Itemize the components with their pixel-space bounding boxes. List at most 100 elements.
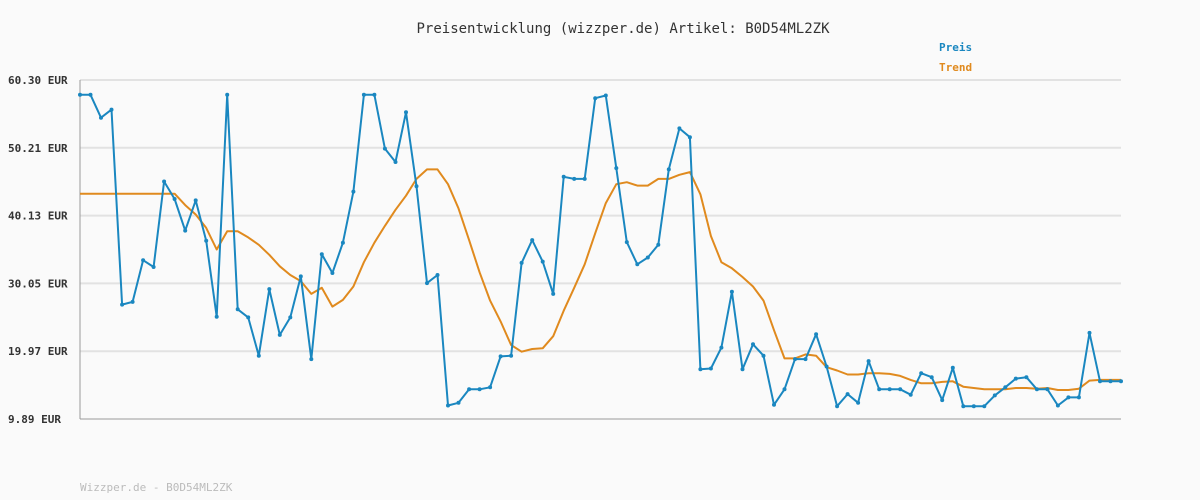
- price-point: [740, 367, 745, 372]
- y-tick-label: 19.97 EUR: [8, 345, 68, 358]
- price-point: [404, 110, 408, 115]
- price-point: [225, 92, 230, 97]
- price-point: [929, 375, 934, 380]
- price-point: [856, 400, 861, 405]
- price-point: [425, 281, 429, 286]
- price-point: [698, 367, 703, 372]
- price-point: [645, 255, 650, 260]
- price-point: [246, 315, 251, 320]
- price-point: [309, 357, 314, 362]
- price-point: [624, 240, 629, 245]
- price-point: [288, 315, 293, 320]
- price-point: [509, 353, 514, 358]
- price-point: [382, 146, 387, 151]
- price-point: [1024, 375, 1029, 380]
- axes: [79, 80, 1121, 420]
- price-point: [961, 404, 966, 409]
- price-point: [540, 259, 545, 264]
- price-point: [109, 107, 114, 112]
- price-point: [120, 302, 125, 307]
- price-point: [498, 354, 503, 359]
- price-point: [761, 353, 766, 358]
- price-point: [751, 342, 755, 347]
- price-point: [919, 371, 924, 376]
- price-point: [887, 387, 892, 392]
- y-tick-label: 9.89 EUR: [8, 413, 61, 426]
- price-point: [835, 404, 840, 409]
- price-point: [708, 366, 713, 371]
- price-point: [151, 265, 156, 269]
- price-point: [793, 357, 797, 362]
- y-tick-label: 50.21 EUR: [8, 142, 68, 155]
- price-point: [729, 289, 734, 294]
- price-point: [551, 291, 556, 296]
- price-point: [614, 166, 619, 171]
- price-point: [319, 252, 324, 257]
- price-point: [214, 314, 219, 319]
- price-point: [1003, 385, 1008, 390]
- price-point: [530, 238, 535, 243]
- price-point: [940, 398, 945, 403]
- price-point: [393, 160, 398, 164]
- price-point: [130, 299, 135, 304]
- price-point: [204, 238, 209, 243]
- price-point: [782, 387, 787, 392]
- price-point: [582, 176, 587, 181]
- price-point: [235, 307, 240, 312]
- price-point: [78, 92, 82, 97]
- price-point: [1055, 403, 1060, 408]
- price-point: [898, 387, 903, 392]
- price-point: [172, 197, 177, 201]
- price-point: [772, 402, 776, 407]
- footer-text: Wizzper.de - B0D54ML2ZK: [80, 481, 233, 494]
- price-point: [162, 179, 167, 184]
- price-point: [561, 174, 566, 179]
- legend-price-label: Preis: [939, 41, 972, 54]
- price-point: [1066, 395, 1071, 400]
- price-point: [971, 404, 976, 409]
- price-point: [877, 387, 882, 392]
- y-tick-label: 30.05 EUR: [8, 277, 68, 290]
- chart-title: Preisentwicklung (wizzper.de) Artikel: B…: [416, 21, 830, 37]
- price-point: [193, 198, 198, 203]
- price-point: [467, 387, 472, 392]
- price-point: [1108, 379, 1113, 384]
- price-point: [456, 400, 461, 405]
- price-point: [1098, 379, 1102, 384]
- price-point: [824, 364, 829, 369]
- y-tick-label: 60.30 EUR: [8, 74, 68, 87]
- price-point: [277, 332, 282, 337]
- price-point: [635, 262, 640, 267]
- price-point: [488, 385, 493, 390]
- price-point: [603, 93, 608, 98]
- price-point: [141, 258, 146, 263]
- price-point: [298, 274, 303, 279]
- price-point: [1013, 376, 1018, 381]
- price-point: [687, 135, 692, 140]
- price-point: [183, 228, 188, 233]
- price-point: [1045, 387, 1050, 392]
- price-point: [572, 176, 577, 181]
- price-point: [351, 189, 356, 194]
- price-point: [1119, 379, 1123, 384]
- price-point: [88, 92, 93, 97]
- price-point: [814, 332, 819, 337]
- y-tick-label: 40.13 EUR: [8, 210, 68, 223]
- price-point: [593, 96, 598, 101]
- price-point: [256, 353, 261, 358]
- price-point: [340, 240, 345, 245]
- price-point: [267, 287, 272, 292]
- price-point: [519, 260, 524, 265]
- price-point: [950, 365, 955, 370]
- y-axis-ticks: 60.30 EUR 50.21 EUR 40.13 EUR 30.05 EUR 19.9…: [8, 74, 68, 426]
- price-point: [435, 273, 440, 277]
- price-point: [372, 92, 377, 97]
- price-point: [982, 404, 987, 409]
- price-point: [866, 359, 871, 364]
- price-point: [656, 242, 661, 247]
- price-point: [361, 92, 366, 97]
- price-point: [99, 115, 103, 120]
- price-line: [80, 93, 1121, 408]
- price-point: [477, 387, 482, 392]
